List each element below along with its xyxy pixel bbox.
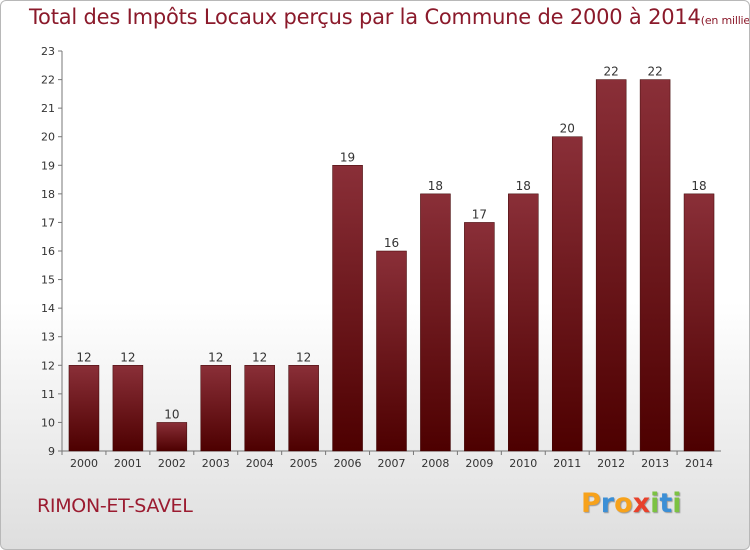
chart-bars bbox=[68, 79, 715, 452]
data-label: 18 bbox=[516, 179, 531, 193]
bar-2000 bbox=[68, 365, 100, 452]
data-label: 12 bbox=[252, 350, 267, 364]
bar-2003 bbox=[200, 365, 232, 452]
logo-letter: i bbox=[650, 488, 660, 519]
bar-2009 bbox=[464, 222, 495, 452]
data-label: 20 bbox=[560, 122, 575, 136]
data-label: 18 bbox=[691, 179, 706, 193]
y-tick-label: 23 bbox=[41, 45, 55, 58]
y-tick-label: 21 bbox=[41, 102, 55, 115]
data-label: 10 bbox=[164, 407, 179, 421]
bar-2004 bbox=[244, 365, 275, 452]
x-tick-label: 2005 bbox=[290, 457, 318, 470]
bar-2013 bbox=[639, 79, 671, 452]
chart-title-text: Total des Impôts Locaux perçus par la Co… bbox=[29, 5, 701, 29]
bar-2012 bbox=[595, 79, 627, 452]
logo-letter: i bbox=[672, 488, 682, 519]
data-label: 22 bbox=[647, 65, 662, 79]
y-tick-label: 18 bbox=[41, 188, 55, 201]
data-label: 18 bbox=[428, 179, 443, 193]
y-tick-label: 14 bbox=[41, 302, 55, 315]
x-tick-label: 2004 bbox=[246, 457, 274, 470]
y-tick-label: 9 bbox=[48, 445, 55, 458]
x-tick-label: 2002 bbox=[158, 457, 186, 470]
commune-name: RIMON-ET-SAVEL bbox=[37, 495, 193, 517]
chart-title: Total des Impôts Locaux perçus par la Co… bbox=[29, 5, 750, 29]
data-label: 19 bbox=[340, 150, 355, 164]
y-tick-label: 10 bbox=[41, 416, 55, 429]
bar-2014 bbox=[683, 193, 715, 452]
y-tick-label: 11 bbox=[41, 388, 55, 401]
x-tick-label: 2009 bbox=[465, 457, 493, 470]
x-tick-label: 2000 bbox=[70, 457, 98, 470]
chart-subtitle: (en milliers d'€) bbox=[700, 14, 750, 27]
y-tick-label: 20 bbox=[41, 131, 55, 144]
y-tick-label: 17 bbox=[41, 216, 55, 229]
y-tick-label: 16 bbox=[41, 245, 55, 258]
data-label: 12 bbox=[208, 350, 223, 364]
x-tick-label: 2014 bbox=[685, 457, 713, 470]
x-tick-label: 2013 bbox=[641, 457, 669, 470]
bar-2008 bbox=[420, 193, 451, 452]
bar-chart: 9 10 11 12 13 14 15 16 17 18 19 20 21 22 23 2000 2001 200… bbox=[41, 45, 721, 470]
proxiti-logo: Proxiti bbox=[581, 488, 682, 519]
y-tick-label: 15 bbox=[41, 274, 55, 287]
bar-2005 bbox=[288, 365, 319, 452]
logo-letter: P bbox=[581, 488, 601, 519]
logo-letter: t bbox=[659, 488, 673, 519]
data-label: 17 bbox=[472, 207, 487, 221]
x-tick-label: 2007 bbox=[378, 457, 406, 470]
x-tick-label: 2006 bbox=[334, 457, 362, 470]
bar-2010 bbox=[508, 193, 539, 452]
x-tick-label: 2001 bbox=[114, 457, 142, 470]
x-tick-label: 2010 bbox=[509, 457, 537, 470]
bar-2002 bbox=[156, 422, 188, 452]
data-label: 12 bbox=[296, 350, 311, 364]
x-tick-label: 2008 bbox=[421, 457, 449, 470]
bar-2011 bbox=[551, 136, 583, 452]
data-label: 12 bbox=[76, 350, 91, 364]
bar-2006 bbox=[332, 165, 363, 452]
x-tick-label: 2003 bbox=[202, 457, 230, 470]
logo-letter: r bbox=[600, 488, 615, 519]
bar-2001 bbox=[112, 365, 144, 452]
y-tick-label: 12 bbox=[41, 359, 55, 372]
y-tick-label: 19 bbox=[41, 159, 55, 172]
y-tick-label: 22 bbox=[41, 74, 55, 87]
x-tick-label: 2012 bbox=[597, 457, 625, 470]
logo-letter: x bbox=[632, 488, 651, 519]
data-label: 12 bbox=[120, 350, 135, 364]
chart-axes: 9 10 11 12 13 14 15 16 17 18 19 20 21 22 23 2000 2001 200… bbox=[41, 45, 721, 470]
chart-data-labels: 12 12 10 12 12 12 19 16 18 17 18 20 22 22 18 bbox=[76, 65, 706, 422]
bar-2007 bbox=[376, 250, 407, 452]
data-label: 22 bbox=[604, 65, 619, 79]
logo-letter: o bbox=[614, 488, 633, 519]
y-tick-label: 13 bbox=[41, 331, 55, 344]
data-label: 16 bbox=[384, 236, 399, 250]
x-tick-label: 2011 bbox=[553, 457, 581, 470]
